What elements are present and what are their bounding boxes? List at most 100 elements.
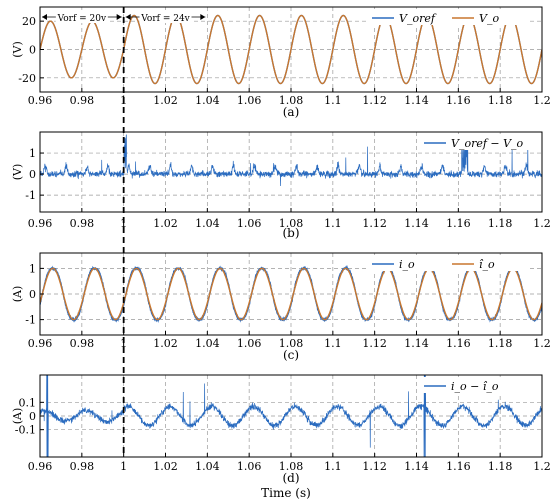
- x-tick-label: 1.12: [362, 94, 387, 107]
- legend-label: V_oref − V_o: [451, 137, 524, 150]
- y-axis-label: (V): [11, 164, 24, 181]
- y-tick-label: 1: [29, 147, 36, 160]
- x-tick-label: 1.2: [533, 337, 550, 350]
- legend: i_o î_o: [368, 255, 528, 271]
- x-tick-label: 0.98: [70, 337, 95, 350]
- x-tick-label: 1.18: [488, 94, 513, 107]
- x-tick-label: 0.96: [28, 337, 53, 350]
- x-tick-label: 1: [120, 217, 127, 230]
- x-tick-label: 1.08: [279, 94, 304, 107]
- x-tick-label: 0.96: [28, 94, 53, 107]
- y-tick-label: -0.1: [15, 424, 36, 437]
- x-tick-label: 1.16: [446, 460, 471, 473]
- y-tick-label: 20: [22, 15, 36, 28]
- legend-bg: [420, 134, 536, 150]
- y-axis-label: (A): [11, 286, 24, 303]
- panel-caption: (b): [282, 226, 299, 240]
- annotation-bg: [55, 10, 108, 23]
- x-tick-label: 1.08: [279, 337, 304, 350]
- x-tick-label: 0.96: [28, 460, 53, 473]
- panel-caption: (c): [283, 348, 299, 362]
- x-tick-label: 1.1: [324, 337, 342, 350]
- x-tick-label: 1.02: [153, 337, 178, 350]
- x-tick-label: 1.08: [279, 217, 304, 230]
- annotation-label: Vorf = 20v: [57, 14, 107, 24]
- x-tick-label: 1.1: [324, 94, 342, 107]
- x-tick-label: 1.18: [488, 460, 513, 473]
- x-tick-label: 1.04: [195, 217, 220, 230]
- x-tick-label: 1.02: [153, 217, 178, 230]
- x-tick-label: 1.18: [488, 217, 513, 230]
- x-tick-label: 1.16: [446, 94, 471, 107]
- x-tick-label: 1.18: [488, 337, 513, 350]
- annotation-arrowhead-left: [42, 14, 47, 20]
- x-tick-label: 1: [120, 337, 127, 350]
- series-line-0: [40, 134, 542, 187]
- x-tick-label: 1.16: [446, 217, 471, 230]
- legend: V_oref − V_o: [420, 134, 536, 150]
- panel-a: -200200.960.9811.021.041.061.081.11.121.…: [11, 6, 550, 119]
- x-tick-label: 1.14: [404, 217, 429, 230]
- x-tick-label: 1.14: [404, 94, 429, 107]
- annotation-bg: [139, 10, 192, 23]
- x-tick-label: 1.06: [237, 94, 262, 107]
- annotation-arrowhead-right: [200, 14, 206, 20]
- x-tick-label: 1.14: [404, 460, 429, 473]
- x-axis-label: Time (s): [261, 486, 311, 500]
- x-tick-label: 0.96: [28, 217, 53, 230]
- x-tick-label: 1: [120, 460, 127, 473]
- legend-label: V_o: [479, 12, 499, 25]
- panel-caption: (a): [283, 105, 300, 119]
- x-tick-label: 1.04: [195, 337, 220, 350]
- x-tick-label: 1.14: [404, 337, 429, 350]
- x-tick-label: 0.98: [70, 460, 95, 473]
- annotation-arrowhead-left: [125, 14, 131, 20]
- x-tick-label: 1.06: [237, 460, 262, 473]
- panel-c: -1 0 1 0.96 0.98 1 1.02 1.04 1.06 1.08 1.1 1.12 1.14…: [11, 252, 550, 362]
- y-axis-label: (A): [11, 408, 24, 425]
- legend-label: V_oref: [399, 12, 437, 25]
- panel-d: -0.100.1 0.96 0.98 1 1.02 1.04 1.06 1.08 1.1 1.12…: [11, 374, 550, 485]
- x-tick-label: 1.2: [533, 217, 550, 230]
- x-tick-label: 1.06: [237, 337, 262, 350]
- legend-bg: [420, 377, 536, 393]
- legend-bg: [368, 9, 528, 25]
- annotation-arrowhead-right: [116, 14, 122, 20]
- y-tick-label: -1: [25, 189, 36, 202]
- y-axis-label: (V): [11, 41, 24, 58]
- x-tick-label: 1.1: [324, 460, 342, 473]
- x-tick-label: 1.12: [362, 460, 387, 473]
- x-tick-label: 1.04: [195, 94, 220, 107]
- annotation-label: Vorf = 24v: [140, 14, 190, 24]
- x-tick-label: 1.12: [362, 217, 387, 230]
- plot-area: [40, 134, 542, 187]
- y-tick-label: 0: [29, 410, 36, 423]
- x-tick-label: 0.98: [70, 94, 95, 107]
- y-tick-label: 1: [29, 262, 36, 275]
- panel-caption: (d): [282, 471, 299, 485]
- y-tick-label: 0: [29, 288, 36, 301]
- legend: V_oref V_o: [368, 9, 528, 25]
- legend-label: i_o: [399, 258, 415, 271]
- x-tick-label: 1.02: [153, 94, 178, 107]
- x-tick-label: 1.08: [279, 460, 304, 473]
- panel-b: -1 0 1 0.96 0.98 1 1.02 1.04 1.06 1.08 1.1 1.12 1.14…: [11, 131, 550, 240]
- y-tick-label: -20: [18, 72, 36, 85]
- y-tick-label: 0: [29, 44, 36, 57]
- x-tick-label: 1.06: [237, 217, 262, 230]
- legend-bg: [368, 255, 528, 271]
- x-tick-label: 1.2: [533, 94, 550, 107]
- legend-label: î_o: [479, 258, 495, 271]
- y-tick-label: 0.1: [19, 396, 37, 409]
- x-tick-label: 1.04: [195, 460, 220, 473]
- y-tick-label: 0: [29, 168, 36, 181]
- x-tick-label: 1.1: [324, 217, 342, 230]
- x-tick-label: 1.2: [533, 460, 550, 473]
- x-tick-label: 1.12: [362, 337, 387, 350]
- panels: -20 0 20 0.96 0.98 1 1.02 1.04 1.06 1.08 1.1 1.12 1.…: [11, 6, 550, 485]
- x-tick-label: 1.02: [153, 460, 178, 473]
- x-tick-label: 0.98: [70, 217, 95, 230]
- y-tick-label: -1: [25, 314, 36, 327]
- legend-label: i_o − î_o: [451, 380, 499, 393]
